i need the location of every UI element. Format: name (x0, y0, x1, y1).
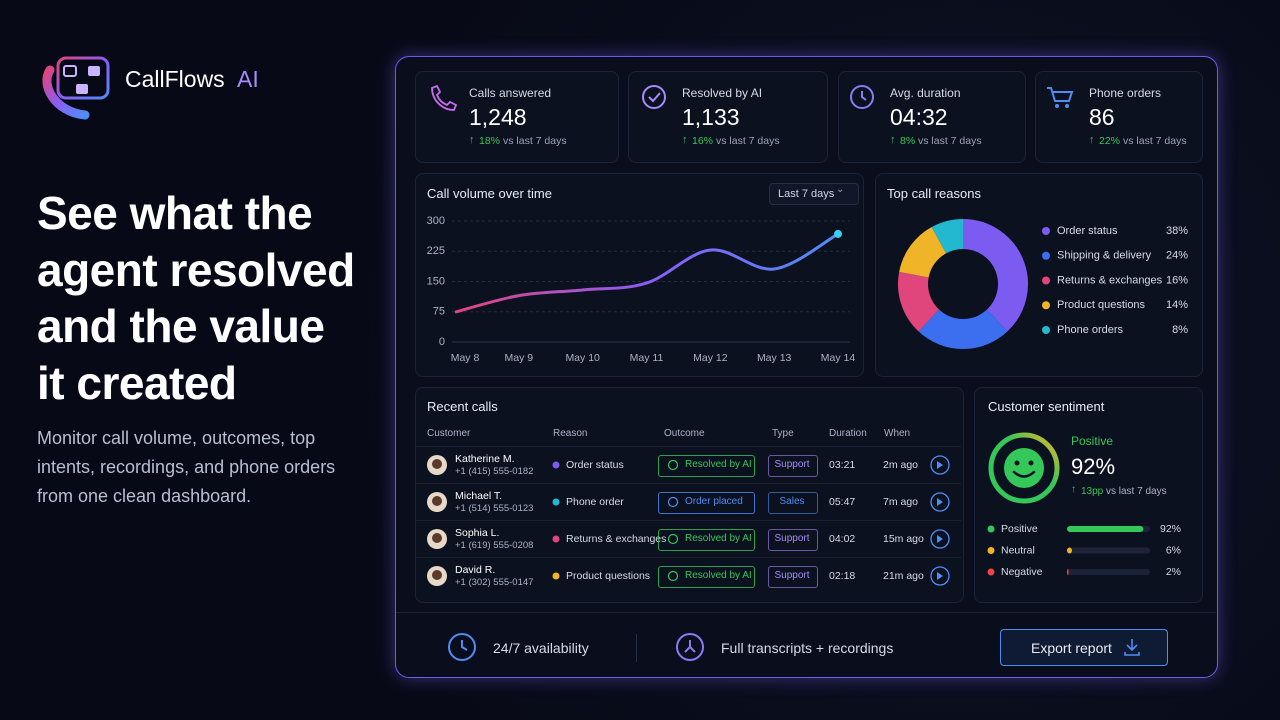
hero-title-line: agent resolved (37, 243, 355, 296)
brand-name: CallFlows (125, 66, 225, 92)
kpi-card (1035, 71, 1203, 163)
type-badge (768, 566, 818, 588)
logo-box (56, 56, 110, 100)
outcome-badge (658, 529, 755, 551)
when: 15m ago (883, 533, 924, 545)
duration: 04:02 (829, 533, 856, 545)
when: 21m ago (883, 570, 924, 582)
customer-name: Katherine M. (455, 453, 515, 465)
kpi-label: Resolved by AI (682, 86, 763, 100)
outcome-badge (658, 492, 755, 514)
outcome-badge (658, 566, 755, 588)
customer-name: Sophia L. (455, 527, 500, 539)
duration: 02:18 (829, 570, 856, 582)
customer-phone: +1 (619) 555-0208 (455, 540, 534, 551)
type: Support (774, 570, 810, 581)
column-header: When (884, 428, 911, 439)
type: Support (774, 459, 810, 470)
footer-separator (636, 634, 637, 662)
hero-description: Monitor call volume, outcomes, top inten… (37, 428, 336, 506)
outcome: Order placed (685, 496, 743, 507)
kpi-note: vs last 7 days (503, 135, 567, 147)
row-divider (416, 557, 961, 558)
footer-item: 24/7 availability (493, 640, 589, 656)
reason: Phone order (566, 496, 624, 508)
row-divider (416, 520, 961, 521)
export-label[interactable]: Export report (1031, 640, 1112, 656)
section-title: Recent calls (427, 399, 498, 414)
logo-phone (42, 65, 90, 120)
kpi-change: 18% (479, 135, 501, 147)
chart-title: Call volume over time (427, 186, 552, 201)
kpi-label: Phone orders (1089, 86, 1162, 100)
outcome: Resolved by AI (685, 570, 752, 581)
sentiment-value: 92% (1071, 454, 1116, 479)
hero-title-line: and the value (37, 300, 325, 352)
outcome: Resolved by AI (685, 459, 752, 470)
kpi-note: vs last 7 days (918, 135, 982, 147)
reason: Returns & exchanges (566, 533, 667, 545)
footer-item: Full transcripts + recordings (721, 640, 894, 656)
section-title: Customer sentiment (988, 399, 1105, 414)
customer-phone: +1 (302) 555-0147 (455, 577, 534, 588)
column-header: Outcome (664, 428, 705, 439)
kpi-note: vs last 7 days (1123, 135, 1187, 147)
hero-title-line: See what the (37, 187, 313, 239)
calls-card (415, 387, 964, 603)
kpi-note: vs last 7 days (716, 135, 780, 147)
hero-title-line: it created (37, 356, 237, 409)
column-header: Type (772, 428, 794, 439)
kpi-value: 04:32 (890, 104, 948, 130)
customer-name: David R. (455, 564, 496, 576)
kpi-value: 1,248 (469, 104, 527, 130)
logo-node (76, 84, 88, 94)
row-divider (416, 446, 961, 447)
type-badge (768, 455, 818, 477)
kpi-label: Avg. duration (890, 86, 961, 100)
reason: Product questions (566, 570, 651, 582)
column-header: Reason (553, 428, 588, 439)
export-button[interactable] (1000, 629, 1168, 666)
sentiment-change: 13pp (1081, 486, 1104, 497)
customer-phone: +1 (514) 555-0123 (455, 503, 534, 514)
kpi-arrow: ↑ (682, 134, 688, 146)
column-header: Duration (829, 428, 867, 439)
sentiment-label: Positive (1071, 434, 1114, 448)
row-divider (416, 483, 961, 484)
chart-title: Top call reasons (887, 186, 981, 201)
when: 7m ago (883, 496, 919, 508)
dropdown-caret: ⌄ (836, 184, 845, 195)
type: Support (774, 533, 810, 544)
customer-phone: +1 (415) 555-0182 (455, 466, 534, 477)
type: Sales (779, 496, 805, 507)
reason: Order status (566, 459, 624, 471)
logo-node (88, 66, 100, 76)
kpi-change: 22% (1099, 135, 1121, 147)
footer-divider (396, 612, 1216, 613)
kpi-value: 86 (1089, 104, 1115, 130)
outcome-badge (658, 455, 755, 477)
customer-name: Michael T. (455, 490, 503, 502)
outcome: Resolved by AI (685, 533, 752, 544)
sentiment-arrow: ↑ (1071, 484, 1076, 495)
when: 2m ago (883, 459, 919, 471)
kpi-arrow: ↑ (1089, 134, 1095, 146)
kpi-change: 8% (900, 135, 916, 147)
column-header: Customer (427, 428, 471, 439)
kpi-change: 16% (692, 135, 714, 147)
filter-dropdown[interactable]: Last 7 days (769, 183, 860, 205)
kpi-label: Calls answered (469, 86, 552, 100)
duration: 05:47 (829, 496, 856, 508)
kpi-value: 1,133 (682, 104, 740, 130)
sentiment-note: vs last 7 days (1106, 486, 1167, 497)
type-badge (768, 529, 818, 551)
kpi-arrow: ↑ (469, 134, 475, 146)
logo-node (63, 65, 77, 77)
type-badge (768, 492, 818, 514)
kpi-arrow: ↑ (890, 134, 896, 146)
duration: 03:21 (829, 459, 856, 471)
pie-card (875, 173, 1203, 377)
brand-accent: AI (237, 66, 259, 92)
